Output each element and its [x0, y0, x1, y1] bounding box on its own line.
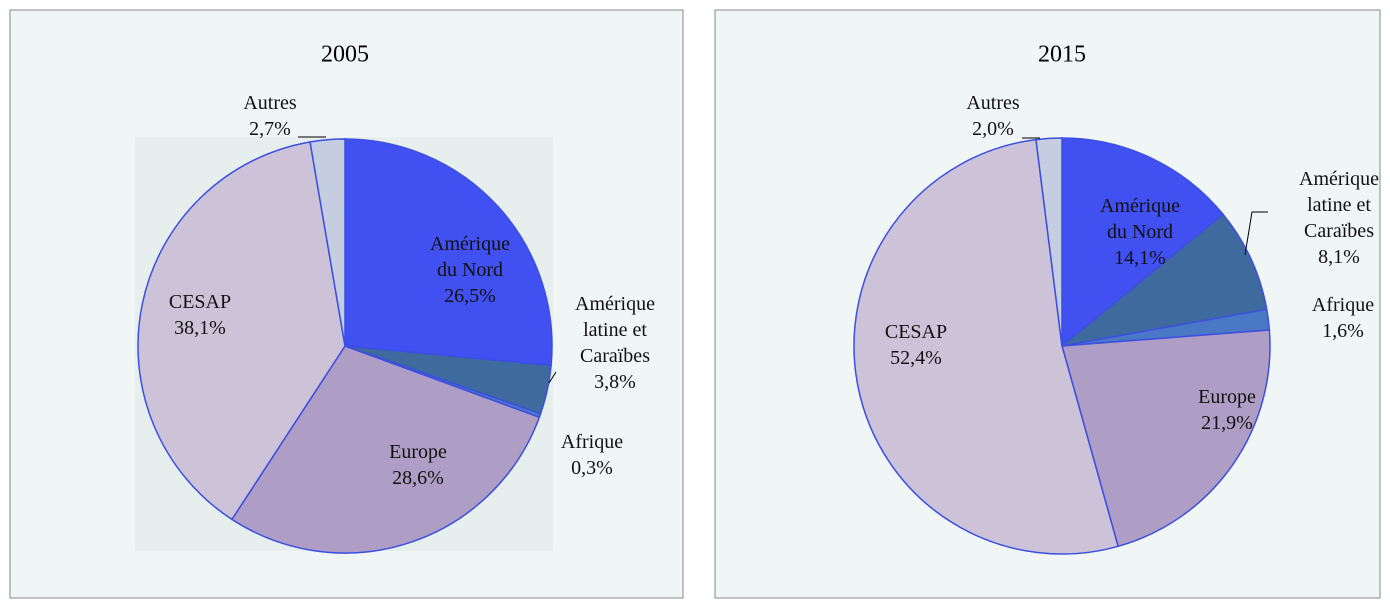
category-label: Autres [243, 92, 297, 114]
category-label: Europe [389, 441, 447, 463]
slice-label: Afrique 1,6% [1291, 292, 1390, 344]
value-label: 28,6% [392, 467, 444, 489]
category-label: Autres [966, 92, 1020, 114]
slice-label: Amérique du Nord 14,1% [1088, 193, 1192, 271]
slice-label: Europe 21,9% [1175, 384, 1279, 436]
value-label: 8,1% [1318, 246, 1360, 268]
pie-slice [309, 138, 346, 347]
slice-label: Autres 2,7% [218, 90, 322, 142]
category-label: Amérique du Nord [430, 233, 510, 281]
slice-label: Amérique latine et Caraïbes 8,1% [1287, 166, 1390, 270]
leader-line [548, 371, 557, 384]
slice-label: Amérique latine et Caraïbes 3,8% [563, 291, 667, 395]
category-label: CESAP [168, 291, 232, 313]
value-label: 2,7% [249, 118, 291, 140]
value-label: 2,0% [972, 118, 1014, 140]
slice-label: Amérique du Nord 26,5% [418, 231, 522, 309]
pie-slice [1059, 213, 1268, 348]
slice-label: Autres 2,0% [941, 90, 1045, 142]
slice-label: CESAP 52,4% [864, 319, 968, 371]
value-label: 0,3% [571, 457, 613, 479]
category-label: CESAP [884, 321, 948, 343]
value-label: 38,1% [174, 317, 226, 339]
pie-slice [1035, 137, 1063, 347]
category-label: Amérique latine et Caraïbes [1299, 168, 1379, 242]
pie-slice [137, 141, 346, 521]
slice-label: CESAP 38,1% [148, 289, 252, 341]
pie-slice [853, 138, 1120, 555]
category-label: Amérique du Nord [1100, 195, 1180, 243]
slice-label: Europe 28,6% [366, 439, 470, 491]
pie-slice [230, 345, 541, 554]
category-label: Amérique latine et Caraïbes [575, 293, 655, 367]
value-label: 26,5% [444, 285, 496, 307]
category-label: Afrique [560, 431, 624, 453]
pie-slice [1061, 329, 1271, 548]
category-label: Afrique [1311, 294, 1375, 316]
slice-label: Afrique 0,3% [540, 429, 644, 481]
value-label: 3,8% [594, 371, 636, 393]
value-label: 52,4% [890, 347, 942, 369]
category-label: Europe [1198, 386, 1256, 408]
pie-slice [1061, 137, 1225, 348]
value-label: 21,9% [1201, 412, 1253, 434]
chart-title: 2005 [321, 41, 369, 68]
value-label: 14,1% [1114, 247, 1166, 269]
pie-slice [344, 138, 553, 367]
value-label: 1,6% [1322, 320, 1364, 342]
chart-title: 2015 [1038, 41, 1086, 68]
leader-line [1244, 211, 1268, 256]
